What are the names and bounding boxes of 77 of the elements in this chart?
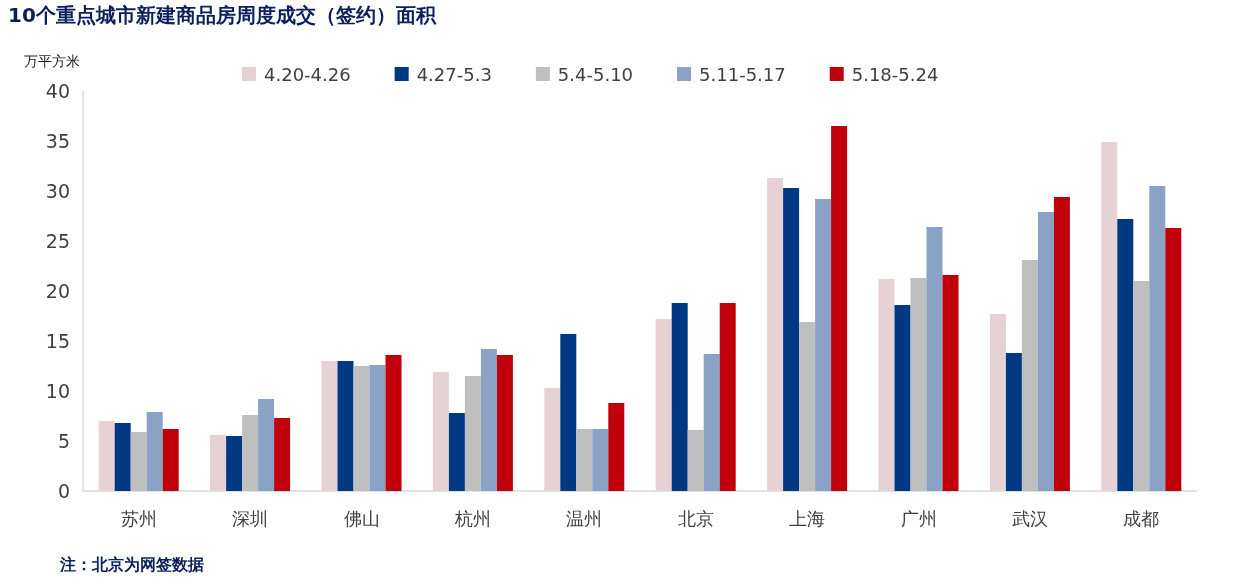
- bar: [687, 430, 704, 491]
- bar: [226, 436, 243, 491]
- bar: [799, 322, 816, 491]
- x-tick-label: 北京: [677, 508, 714, 529]
- bar: [369, 365, 386, 491]
- bar: [719, 303, 736, 491]
- bar: [146, 412, 163, 491]
- bar: [480, 349, 497, 491]
- y-tick-label: 25: [45, 230, 70, 252]
- x-tick-label: 成都: [1123, 508, 1160, 529]
- bar: [1117, 219, 1134, 491]
- bar: [1149, 186, 1166, 491]
- bar: [910, 278, 927, 491]
- bar: [114, 423, 131, 491]
- bar: [576, 429, 593, 491]
- bar: [385, 355, 402, 491]
- chart-title: 10个重点城市新建商品房周度成交（签约）面积: [8, 3, 437, 27]
- bar: [162, 429, 179, 491]
- bar: [1101, 142, 1118, 491]
- x-tick-label: 杭州: [453, 508, 491, 529]
- legend-label: 5.11-5.17: [699, 64, 786, 85]
- bar: [671, 303, 688, 491]
- x-tick-label: 武汉: [1011, 508, 1048, 529]
- bar: [592, 429, 609, 491]
- bar: [337, 361, 354, 491]
- text: 注：北京为网签数据: [59, 555, 204, 574]
- y-tick-label: 40: [45, 80, 70, 102]
- bar: [942, 275, 959, 491]
- bar: [655, 319, 672, 491]
- bar: [242, 415, 259, 491]
- x-tick-label: 深圳: [232, 508, 269, 529]
- bar: [767, 178, 784, 491]
- bar: [258, 399, 275, 491]
- bar: [98, 421, 115, 491]
- bar: [926, 227, 943, 491]
- bar: [894, 305, 911, 491]
- y-tick-label: 0: [57, 480, 70, 502]
- bar: [878, 279, 895, 491]
- bar: [210, 435, 227, 491]
- bar: [432, 372, 449, 491]
- y-tick-label: 35: [45, 130, 70, 152]
- bar: [1021, 260, 1038, 491]
- bar: [608, 403, 625, 491]
- bar: [815, 199, 832, 491]
- y-axis-title: 万平方米: [24, 53, 80, 69]
- bar: [1005, 353, 1022, 491]
- bar: [130, 432, 147, 491]
- bar: [496, 355, 513, 491]
- bar: [448, 413, 465, 491]
- bar: [544, 388, 561, 491]
- bar: [989, 314, 1006, 491]
- bar: [560, 334, 577, 491]
- bar: [1053, 197, 1070, 491]
- x-tick-label: 上海: [789, 508, 826, 529]
- y-tick-label: 5: [57, 430, 70, 452]
- legend-label: 4.27-5.3: [416, 64, 492, 85]
- bar: [703, 354, 720, 491]
- bar: [783, 188, 800, 491]
- bar: [274, 418, 291, 491]
- bar: [1165, 228, 1182, 491]
- bar: [1037, 212, 1054, 491]
- y-tick-label: 10: [45, 380, 70, 402]
- bar: [831, 126, 848, 491]
- legend-label: 5.4-5.10: [557, 64, 634, 85]
- x-tick-label: 佛山: [343, 508, 380, 529]
- x-tick-label: 广州: [900, 508, 937, 529]
- legend-label: 4.20-4.26: [264, 64, 351, 85]
- bar: [464, 376, 481, 491]
- y-tick-label: 15: [45, 330, 70, 352]
- bar: [1133, 281, 1150, 491]
- bar: [321, 361, 338, 491]
- y-tick-label: 30: [45, 180, 70, 202]
- y-tick-label: 20: [45, 280, 70, 302]
- x-tick-label: 苏州: [120, 508, 157, 529]
- x-tick-label: 温州: [566, 508, 603, 529]
- bar: [353, 366, 370, 491]
- legend-label: 5.18-5.24: [851, 64, 939, 85]
